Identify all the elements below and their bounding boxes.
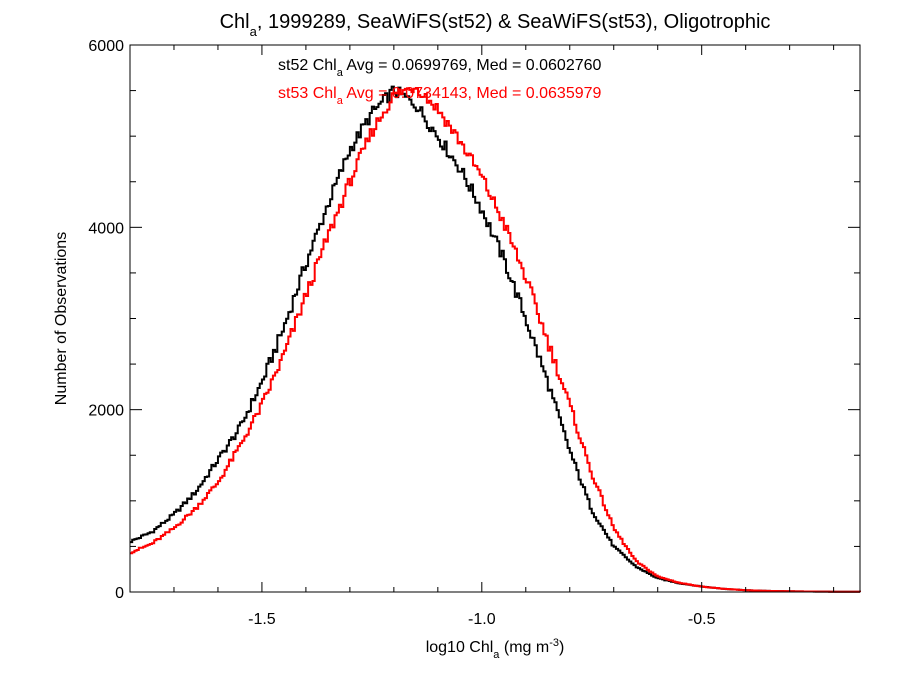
y-tick-label: 0: [115, 585, 124, 602]
x-tick-label: -0.5: [688, 611, 716, 628]
x-axis-label: log10 Chla (mg m-3): [426, 637, 565, 661]
series-st53-histogram: [130, 87, 861, 593]
plot-frame: [129, 44, 861, 593]
y-tick-label: 6000: [88, 38, 124, 55]
series-layer: [130, 85, 861, 593]
text-layer: Chla, 1999289, SeaWiFS(st52) & SeaWiFS(s…: [53, 11, 770, 661]
y-tick-label: 4000: [88, 220, 124, 237]
x-tick-label: -1.5: [248, 611, 276, 628]
chart-title: Chla, 1999289, SeaWiFS(st52) & SeaWiFS(s…: [220, 11, 771, 39]
series-st53-stats-annotation: st53 Chla Avg = 0.0734143, Med = 0.06359…: [278, 85, 602, 107]
series-st52-stats-annotation: st52 Chla Avg = 0.0699769, Med = 0.06027…: [278, 57, 602, 79]
y-axis-label: Number of Observations: [53, 232, 70, 405]
series-st52-histogram: [130, 85, 861, 593]
y-tick-label: 2000: [88, 403, 124, 420]
x-tick-label: -1.0: [468, 611, 496, 628]
axes-layer: -1.5 -1.0 -0.5 0 2000 4000 6000: [88, 38, 861, 628]
